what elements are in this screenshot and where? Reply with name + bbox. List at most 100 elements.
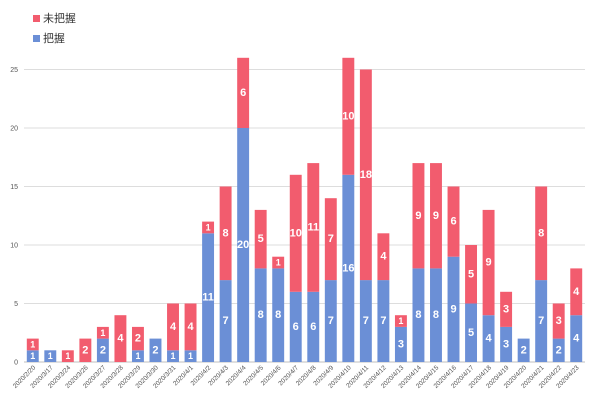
- bar-segment-known: [394, 326, 407, 362]
- bar-value-label: 1: [206, 222, 211, 232]
- bar-segment-unknown: [272, 256, 285, 269]
- bar-segment-unknown: [412, 163, 425, 269]
- bar-value-label: 3: [503, 303, 509, 315]
- bar-value-label: 5: [468, 327, 474, 339]
- bar-value-label: 7: [538, 315, 544, 327]
- bar-value-label: 8: [415, 309, 421, 321]
- bar-segment-unknown: [342, 57, 355, 175]
- bar-value-label: 10: [290, 227, 302, 239]
- y-tick-label: 10: [10, 243, 18, 250]
- bar-value-label: 9: [450, 303, 456, 315]
- bar-value-label: 1: [398, 316, 403, 326]
- bar-value-label: 1: [135, 351, 140, 361]
- bar-segment-known: [167, 350, 179, 362]
- bar-value-label: 5: [468, 268, 474, 280]
- bar-value-label: 7: [363, 315, 369, 327]
- bar-value-label: 16: [342, 262, 354, 274]
- legend-label-known: 把握: [43, 31, 65, 45]
- bar-segment-known: [254, 268, 267, 362]
- bar-segment-unknown: [324, 198, 337, 281]
- bar-value-label: 8: [223, 227, 229, 239]
- bar-value-label: 4: [573, 333, 580, 345]
- bar-value-label: 8: [275, 309, 281, 321]
- bar-value-label: 4: [573, 286, 580, 298]
- bar-segment-known: [131, 350, 144, 362]
- bar-value-label: 3: [556, 315, 562, 327]
- bar-segment-unknown: [237, 57, 250, 128]
- bar-segment-known: [202, 233, 215, 362]
- bar-segment-known: [26, 350, 39, 362]
- bar-value-label: 2: [152, 344, 158, 356]
- bar-value-label: 2: [521, 344, 527, 356]
- legend-swatch-known: [33, 35, 40, 42]
- bar-segment-unknown: [184, 303, 197, 351]
- bar-value-label: 9: [415, 210, 421, 222]
- y-tick-label: 15: [10, 184, 18, 191]
- bar-value-label: 10: [342, 110, 354, 122]
- bar-segment-known: [447, 256, 460, 362]
- bar-value-label: 2: [556, 344, 562, 356]
- bar-segment-known: [500, 326, 513, 362]
- bar-value-label: 1: [171, 351, 176, 361]
- bar-value-label: 4: [170, 321, 177, 333]
- bar-segment-known: [570, 315, 583, 362]
- bar-value-label: 1: [188, 351, 193, 361]
- y-axis-ticks: 0 5 10 15 20 25: [10, 67, 18, 367]
- bar-value-label: 2: [100, 344, 106, 356]
- bar-value-label: 1: [65, 351, 70, 361]
- legend-label-unknown: 未把握: [43, 11, 76, 25]
- bar-value-label: 18: [360, 169, 372, 181]
- bar-segment-unknown: [307, 163, 320, 292]
- bar-segment-unknown: [447, 186, 460, 257]
- y-tick-label: 25: [10, 67, 18, 74]
- bar-value-label: 2: [135, 333, 141, 345]
- bar-value-label: 8: [538, 227, 544, 239]
- bar-value-label: 2: [82, 344, 88, 356]
- bar-segment-known: [359, 280, 372, 362]
- bar-value-label: 5: [258, 233, 264, 245]
- bar-value-label: 6: [240, 87, 246, 99]
- bar-segment-unknown: [96, 326, 109, 339]
- bar-segment-known: [219, 280, 232, 362]
- bar-value-label: 6: [450, 216, 456, 228]
- bar-value-label: 20: [237, 239, 249, 251]
- bar-value-label: 11: [202, 292, 214, 304]
- bar-value-label: 1: [276, 258, 281, 268]
- bar-segment-unknown: [61, 350, 74, 362]
- bar-segment-known: [552, 338, 565, 362]
- bar-segment-known: [149, 338, 162, 362]
- bar-segment-unknown: [114, 315, 127, 362]
- bar-value-label: 9: [486, 257, 492, 269]
- bar-segment-unknown: [219, 186, 232, 281]
- bar-segment-known: [412, 268, 425, 362]
- bar-segment-unknown: [289, 174, 302, 292]
- bar-segment-known: [377, 280, 390, 362]
- bar-value-label: 1: [30, 339, 35, 349]
- bar-segment-unknown: [377, 233, 390, 281]
- bar-segment-unknown: [535, 186, 548, 281]
- bar-segment-unknown: [482, 209, 495, 316]
- bar-segment-known: [482, 315, 495, 362]
- bar-value-label: 7: [328, 315, 334, 327]
- bar-segment-known: [272, 268, 285, 362]
- bar-segment-unknown: [254, 209, 267, 269]
- bar-value-label: 1: [30, 351, 35, 361]
- bar-value-label: 4: [117, 333, 124, 345]
- bar-value-label: 1: [100, 328, 105, 338]
- bar-segment-unknown: [359, 69, 372, 281]
- bar-segment-known: [289, 291, 302, 362]
- bar-value-label: 9: [433, 210, 439, 222]
- bar-segment-known: [324, 280, 337, 362]
- bar-segment-known: [44, 350, 57, 362]
- bar-value-label: 6: [293, 321, 299, 333]
- bar-value-label: 1: [48, 351, 53, 361]
- bar-segment-unknown: [131, 326, 144, 351]
- bar-segment-unknown: [167, 303, 179, 351]
- bar-value-label: 7: [328, 233, 334, 245]
- bar-segment-unknown: [430, 163, 442, 269]
- bar-segment-unknown: [26, 338, 39, 351]
- bar-segment-known: [307, 291, 320, 362]
